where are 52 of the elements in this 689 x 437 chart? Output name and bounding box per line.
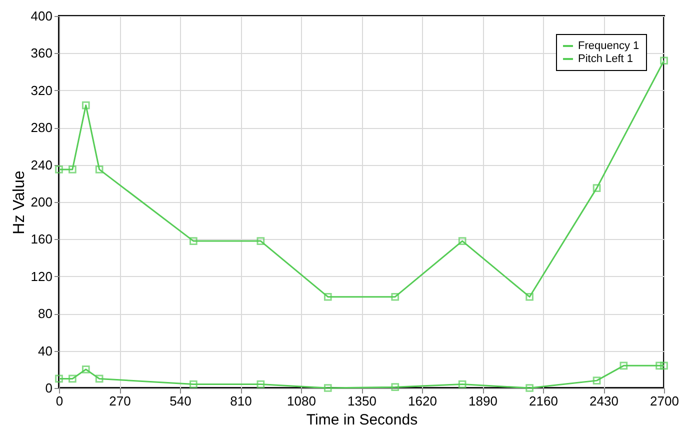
point: [526, 384, 534, 392]
point: [592, 184, 601, 192]
point: [68, 166, 76, 174]
y-tick-label: 400: [30, 8, 52, 24]
legend-label: Pitch Left 1: [578, 53, 634, 65]
point: [324, 292, 332, 301]
x-tick-label: 1890: [468, 394, 498, 408]
point: [82, 101, 90, 110]
x-tick-label: 2160: [529, 394, 558, 408]
point: [256, 237, 265, 245]
x-tick-label: 1350: [348, 394, 376, 408]
point: [526, 292, 534, 301]
point: [55, 166, 63, 174]
legend-label: Frequency 1: [578, 40, 640, 52]
x-tick-label: 1080: [287, 394, 316, 408]
x-tick-label: 2700: [650, 394, 679, 408]
y-tick-label: 200: [30, 194, 52, 210]
point: [391, 383, 400, 391]
y-tick-label: 320: [30, 82, 52, 98]
y-tick-label: 80: [38, 306, 52, 322]
point: [190, 380, 198, 388]
y-axis-title: Hz Value: [10, 170, 28, 234]
point: [190, 237, 198, 245]
point: [656, 362, 664, 370]
y-tick-label: 0: [45, 380, 52, 396]
point: [592, 376, 601, 384]
y-tick-label: 40: [38, 343, 52, 358]
x-axis-title: Time in Seconds: [306, 412, 418, 428]
point: [458, 237, 466, 245]
y-tick-label: 120: [30, 268, 52, 284]
point: [620, 362, 628, 370]
x-tick-label: 540: [170, 394, 192, 408]
y-tick-label: 280: [30, 120, 52, 136]
x-tick-label: 270: [109, 394, 131, 408]
x-tick-label: 2430: [590, 394, 618, 408]
point: [95, 166, 104, 174]
point: [660, 56, 668, 65]
point: [95, 374, 104, 383]
x-tick-label: 0: [56, 394, 64, 408]
point: [68, 374, 76, 383]
point: [55, 374, 63, 383]
y-tick-label: 160: [30, 232, 52, 247]
point: [391, 292, 400, 301]
y-tick-label: 360: [30, 46, 52, 61]
x-tick-label: 1620: [408, 394, 437, 408]
y-tick-label: 240: [30, 157, 52, 172]
point: [660, 362, 668, 370]
point: [256, 380, 265, 388]
point: [458, 380, 466, 388]
x-tick-label: 810: [230, 394, 252, 408]
point: [324, 384, 332, 392]
point: [82, 365, 90, 374]
